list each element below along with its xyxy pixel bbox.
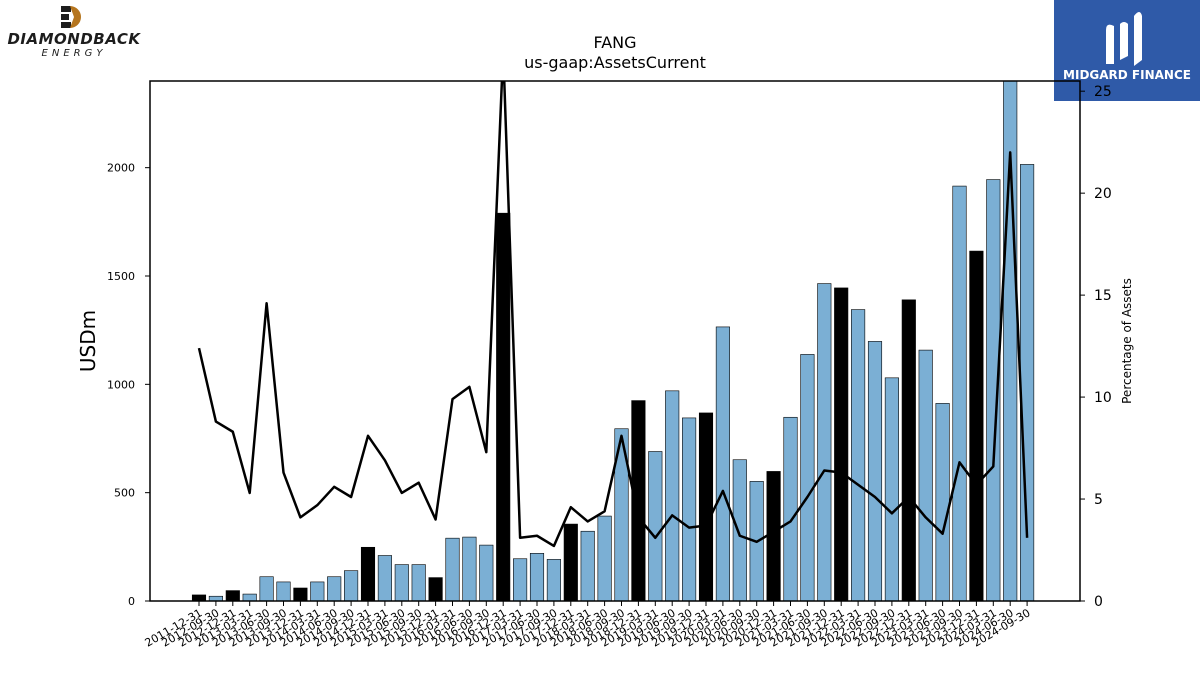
- bar: [259, 576, 274, 601]
- plot-frame: [149, 80, 1081, 602]
- midgard-wordmark: MIDGARD FINANCE: [1063, 68, 1191, 82]
- chart-subtitle: us-gaap:AssetsCurrent: [524, 53, 706, 72]
- bar: [529, 553, 545, 601]
- y2-tick-label: 0: [1094, 594, 1103, 610]
- y-tick-label: 0: [128, 595, 135, 608]
- y2-tick-label: 20: [1094, 186, 1112, 202]
- bar: [969, 250, 984, 601]
- bar: [580, 530, 595, 601]
- y2-axis-label: Percentage of Assets: [1120, 278, 1134, 404]
- bar: [276, 581, 291, 601]
- bar: [513, 558, 528, 601]
- chart-title: FANG: [593, 33, 636, 52]
- bar: [462, 536, 477, 601]
- bar: [479, 544, 494, 601]
- bar: [834, 287, 849, 601]
- x-axis: 2011-12-312012-09-302012-12-312013-03-31…: [143, 601, 1033, 650]
- bar: [732, 459, 747, 601]
- bar: [327, 576, 342, 601]
- bar: [631, 400, 646, 601]
- y2-tick-label: 5: [1094, 492, 1103, 508]
- midgard-logo: MIDGARD FINANCE: [1054, 0, 1200, 101]
- percentage-line-layer: [197, 81, 1029, 548]
- bar: [952, 185, 967, 601]
- y-axis-label: USDm: [76, 310, 100, 372]
- y-tick-label: 500: [114, 487, 135, 500]
- bar: [800, 354, 815, 601]
- diamondback-subtitle: ENERGY: [41, 48, 107, 59]
- bar: [191, 594, 207, 601]
- bars: [191, 81, 1035, 601]
- diamondback-logo: DIAMONDBACK ENERGY: [4, 4, 144, 60]
- bar: [766, 471, 781, 601]
- bar: [546, 559, 561, 601]
- bar: [698, 412, 714, 601]
- bar: [682, 417, 697, 601]
- y2-tick-label: 15: [1094, 288, 1112, 304]
- bar: [986, 179, 1001, 601]
- bar: [344, 570, 359, 601]
- y-tick-label: 1000: [107, 378, 135, 391]
- bar: [293, 587, 308, 601]
- bar: [918, 349, 933, 601]
- bar: [225, 590, 240, 601]
- bar: [360, 546, 376, 601]
- bar: [445, 537, 460, 601]
- bar: [496, 212, 511, 601]
- y-tick-label: 2000: [107, 162, 135, 175]
- bar: [394, 564, 409, 601]
- left-axis: 0 500 1000 1500 2000: [107, 162, 150, 608]
- bar: [817, 283, 832, 601]
- percentage-line: [197, 81, 1029, 548]
- bar: [867, 341, 883, 601]
- bar: [884, 377, 899, 601]
- bar: [242, 593, 257, 601]
- y2-tick-label: 10: [1094, 390, 1112, 406]
- bar: [901, 299, 916, 601]
- bar: [377, 555, 392, 601]
- midgard-mark-icon: [1106, 12, 1142, 66]
- bar: [783, 416, 798, 601]
- bar: [715, 326, 730, 601]
- diamondback-wordmark: DIAMONDBACK: [7, 30, 141, 48]
- bar: [935, 403, 950, 601]
- y2-tick-label: 25: [1094, 84, 1112, 100]
- bar: [851, 309, 866, 601]
- bar: [563, 523, 578, 601]
- bar: [411, 564, 426, 601]
- right-axis: 0 5 10 15 20 25: [1080, 84, 1112, 610]
- bar: [597, 515, 612, 601]
- bar: [310, 581, 325, 601]
- y-tick-label: 1500: [107, 270, 135, 283]
- diamondback-mark-icon: [61, 6, 81, 28]
- bar: [428, 577, 443, 601]
- bar: [665, 390, 680, 601]
- bar: [648, 451, 663, 601]
- bar: [614, 428, 629, 601]
